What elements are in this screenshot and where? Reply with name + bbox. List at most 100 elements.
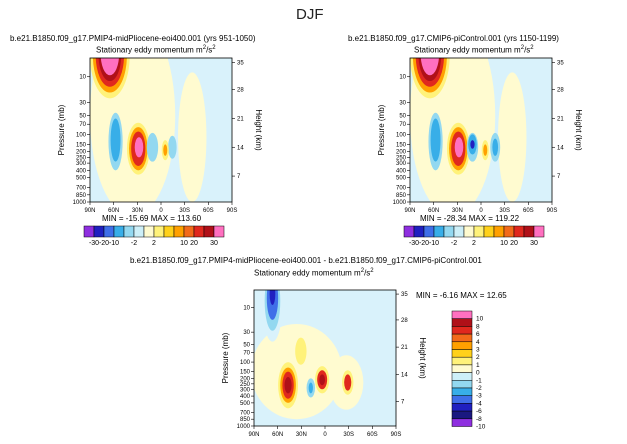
pressure-tick-label: 10 <box>399 75 406 81</box>
latitude-tick-label: 90S <box>391 432 402 438</box>
latitude-tick-label: 90S <box>227 208 238 214</box>
pressure-tick-label: 300 <box>396 161 407 167</box>
colorbar3-cell <box>451 364 473 373</box>
pressure-tick-label: 70 <box>243 351 250 357</box>
pressure-tick-label: 100 <box>396 132 407 138</box>
jet-plume-pink <box>420 58 439 76</box>
panel1-case-title: b.e21.B1850.f09_g17.PMIP4-midPliocene-eo… <box>10 34 256 43</box>
y-axis-label-right: Height (km) <box>418 337 427 379</box>
positive-region-pale-south <box>498 72 527 202</box>
pressure-tick-label: 500 <box>396 176 407 182</box>
pressure-tick-label: 400 <box>396 168 407 174</box>
pressure-tick-label: 200 <box>240 376 251 382</box>
latitude-tick-label: 30S <box>499 208 510 214</box>
latitude-tick-label: 30N <box>132 208 143 214</box>
latitude-tick-label: 90N <box>84 208 95 214</box>
pressure-tick-label: 70 <box>79 122 86 128</box>
pressure-tick-label: 70 <box>399 122 406 128</box>
colorbar3-cell <box>451 372 473 381</box>
equatorial-negative-light <box>146 132 159 162</box>
latitude-tick-label: 60S <box>523 208 534 214</box>
pressure-tick-label: 50 <box>79 114 86 120</box>
pressure-tick-label: 850 <box>240 417 251 423</box>
pressure-tick-label: 100 <box>240 360 251 366</box>
panel2-case-title: b.e21.B1850.f09_g17.CMIP6-piControl.001 … <box>348 34 559 43</box>
pressure-tick-label: 1000 <box>393 200 407 206</box>
colorbar1-label: 10 <box>180 240 188 247</box>
colorbar3-cell <box>451 333 473 343</box>
colorbar3-label: 0 <box>476 370 480 377</box>
pressure-tick-label: 200 <box>76 150 87 156</box>
subtropical-max-pink <box>134 137 144 158</box>
colorbar1-label: 2 <box>152 240 156 247</box>
colorbar3-cell <box>451 318 473 327</box>
colorbar1-cell <box>153 225 165 238</box>
latitude-tick-label: 60S <box>367 432 378 438</box>
panel1-unit-sup: 2 <box>202 45 207 51</box>
latitude-tick-label: 0 <box>479 208 483 214</box>
southern-positive-core <box>163 144 168 156</box>
diff-plume-darkblue <box>269 290 276 305</box>
colorbar2-label: 20 <box>510 240 518 247</box>
pressure-tick-label: 100 <box>76 132 87 138</box>
colorbar2-label: -10 <box>429 240 439 247</box>
colorbar2-cell <box>403 225 415 238</box>
southern-negative <box>492 138 499 156</box>
colorbar1-cell <box>193 225 205 238</box>
colorbar2-cell <box>513 225 525 238</box>
pressure-tick-label: 150 <box>76 142 87 148</box>
diff-upper-yellow <box>295 337 307 365</box>
colorbar1-label: -10 <box>109 240 119 247</box>
colorbar3-label: -3 <box>476 393 482 400</box>
pressure-tick-label: 400 <box>76 168 87 174</box>
colorbar2-label: -2 <box>451 240 457 247</box>
colorbar3-cell <box>451 341 473 350</box>
pressure-tick-label: 250 <box>240 382 251 388</box>
panel1-field <box>90 58 232 202</box>
pressure-tick-label: 1000 <box>237 424 251 430</box>
height-tick-label: 14 <box>557 145 564 151</box>
panel2-subtitle-text: Stationary eddy momentum m <box>414 45 521 55</box>
colorbar2-cell <box>533 225 545 238</box>
colorbar2-label: 30 <box>530 240 538 247</box>
colorbar3-label: -2 <box>476 385 482 392</box>
panel1-subtitle: Stationary eddy momentum m2/s2 <box>96 45 216 55</box>
pressure-tick-label: 10 <box>243 306 250 312</box>
pressure-tick-label: 700 <box>76 186 87 192</box>
colorbar3-cell <box>451 395 473 404</box>
panel3-subtitle: Stationary eddy momentum m2/s2 <box>254 268 374 278</box>
pressure-tick-label: 50 <box>243 342 250 348</box>
colorbar2-label: 10 <box>500 240 508 247</box>
colorbar2-cell <box>423 225 435 238</box>
height-tick-label: 7 <box>401 400 405 406</box>
colorbar1-cell <box>83 225 95 238</box>
negative-core <box>110 118 121 162</box>
colorbar1-label: -30 <box>89 240 99 247</box>
latitude-tick-label: 90N <box>248 432 259 438</box>
pressure-tick-label: 30 <box>243 330 250 336</box>
pressure-tick-label: 150 <box>240 370 251 376</box>
pressure-tick-label: 250 <box>76 155 87 161</box>
colorbar3-label: -4 <box>476 400 482 407</box>
panel3-subtitle-text: Stationary eddy momentum m <box>254 268 361 278</box>
pressure-tick-label: 30 <box>79 101 86 107</box>
latitude-tick-label: 60N <box>428 208 439 214</box>
panel3-case-title: b.e21.B1850.f09_g17.PMIP4-midPliocene-eo… <box>130 256 482 265</box>
colorbar2-label: 2 <box>472 240 476 247</box>
latitude-tick-label: 90S <box>547 208 558 214</box>
colorbar1-label: 20 <box>190 240 198 247</box>
colorbar1-cell <box>173 225 185 238</box>
latitude-tick-label: 60S <box>203 208 214 214</box>
panel1-unit-mid: /s <box>206 45 213 55</box>
pressure-tick-label: 200 <box>396 150 407 156</box>
latitude-tick-label: 30N <box>452 208 463 214</box>
colorbar3-label: 10 <box>476 316 484 323</box>
pressure-tick-label: 850 <box>76 193 87 199</box>
colorbar3-label: 8 <box>476 323 480 330</box>
colorbar2-cell <box>483 225 495 238</box>
height-tick-label: 21 <box>237 116 244 122</box>
colorbar3-label: 4 <box>476 339 480 346</box>
diff-core3-red <box>344 374 352 391</box>
colorbar3-label: 1 <box>476 362 480 369</box>
